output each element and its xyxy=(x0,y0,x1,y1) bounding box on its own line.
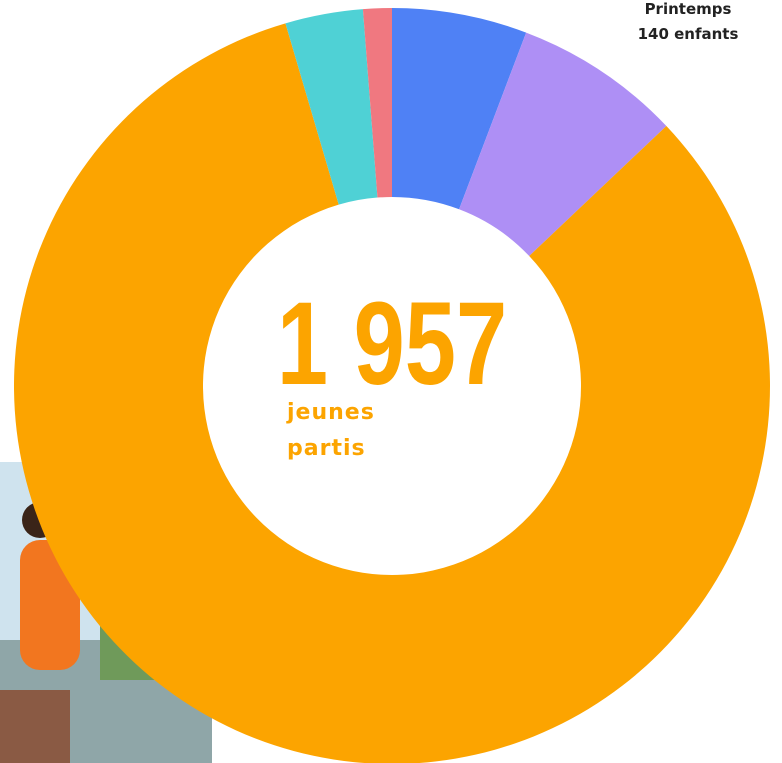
center-text: jeunes xyxy=(286,400,375,425)
segment-value-label: 140 enfants xyxy=(638,25,739,43)
center-text: partis xyxy=(287,436,366,461)
chart: Printemps 140 enfants 1 957jeunes partis xyxy=(0,0,782,763)
page: Printemps140 enfants1 957jeunespartis ((… xyxy=(0,0,782,763)
center-value: 1 957 xyxy=(277,278,507,410)
segment-label: Printemps xyxy=(645,0,732,18)
